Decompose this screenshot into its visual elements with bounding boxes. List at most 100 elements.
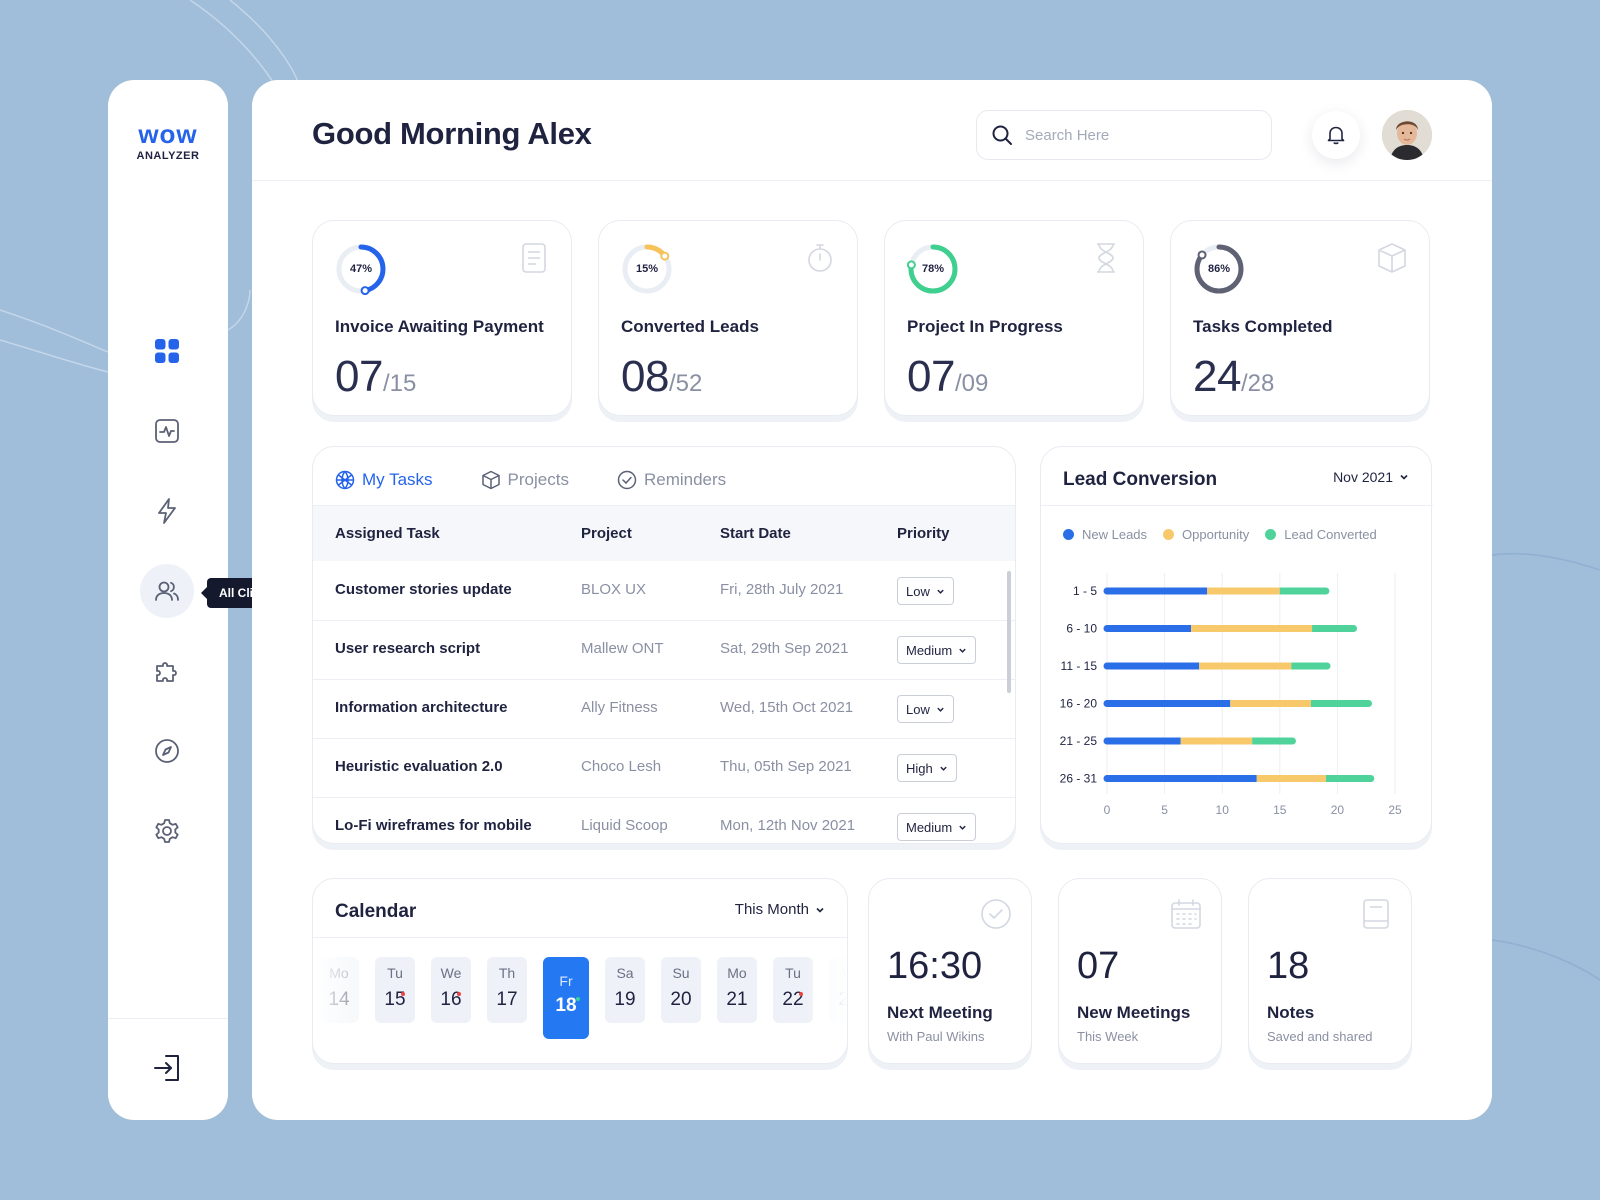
bar-new-leads[interactable] — [1107, 587, 1208, 595]
day-name: Mo — [727, 965, 747, 981]
day-name: We — [440, 965, 462, 981]
bar-cap-end — [1367, 775, 1375, 782]
stat-card-invoice[interactable]: 47% Invoice Awaiting Payment 07/15 — [312, 220, 572, 416]
calendar-day[interactable]: Mo 21 — [717, 957, 757, 1023]
calendar-day[interactable]: Th 17 — [487, 957, 527, 1023]
sidebar-item-dashboard[interactable] — [140, 324, 194, 378]
month-selector[interactable]: Nov 2021 — [1333, 469, 1409, 485]
task-project: Choco Lesh — [581, 758, 662, 775]
document-icon — [522, 243, 546, 273]
column-header[interactable]: Priority — [897, 525, 950, 542]
bar-new-leads[interactable] — [1107, 775, 1257, 782]
table-row[interactable]: Information architecture Ally Fitness Wed,… — [313, 679, 1015, 739]
priority-select[interactable]: Low — [897, 695, 954, 723]
calendar-day[interactable]: Tu 15 — [375, 957, 415, 1023]
priority-select[interactable]: High — [897, 754, 957, 782]
tab-reminders[interactable]: Reminders — [617, 465, 726, 495]
calendar-day[interactable]: We 16 — [431, 957, 471, 1023]
stat-card-leads[interactable]: 15% Converted Leads 08/52 — [598, 220, 858, 416]
month-value: Nov 2021 — [1333, 469, 1393, 485]
stat-card-projects[interactable]: 78% Project In Progress 07/09 — [884, 220, 1144, 416]
bar-opportunity[interactable] — [1199, 662, 1292, 670]
new-meetings-card[interactable]: 07 New Meetings This Week — [1058, 878, 1222, 1064]
range-selector[interactable]: This Month — [735, 901, 825, 918]
bar-cap-start — [1103, 662, 1111, 670]
bar-lead-converted[interactable] — [1252, 737, 1293, 745]
table-row[interactable]: Lo-Fi wireframes for mobile Liquid Scoop M… — [313, 797, 1015, 843]
column-header[interactable]: Project — [581, 525, 632, 542]
bar-lead-converted[interactable] — [1325, 775, 1371, 782]
sidebar-item-actions[interactable] — [140, 484, 194, 538]
bar-lead-converted[interactable] — [1310, 700, 1369, 707]
logo-subtitle: ANALYZER — [136, 150, 200, 162]
search-input[interactable] — [1025, 126, 1245, 144]
grid-icon — [155, 339, 179, 363]
y-tick-label: 21 - 25 — [1060, 734, 1098, 748]
sidebar-item-activity[interactable] — [140, 404, 194, 458]
calendar-day[interactable]: Tu 22 — [773, 957, 813, 1023]
bar-opportunity[interactable] — [1180, 737, 1253, 745]
notifications-button[interactable] — [1312, 111, 1360, 159]
legend-item: New Leads — [1063, 527, 1147, 542]
sidebar-item-explore[interactable] — [140, 724, 194, 778]
task-project: Liquid Scoop — [581, 817, 668, 834]
bar-new-leads[interactable] — [1107, 700, 1231, 707]
avatar[interactable] — [1382, 110, 1432, 160]
bar-opportunity[interactable] — [1230, 700, 1311, 707]
event-marker — [401, 992, 405, 996]
header-divider — [252, 180, 1492, 181]
bar-opportunity[interactable] — [1256, 775, 1326, 782]
priority-select[interactable]: Low — [897, 577, 954, 605]
day-name: Sa — [616, 965, 634, 981]
stat-card-tasks[interactable]: 86% Tasks Completed 24/28 — [1170, 220, 1430, 416]
info-label: New Meetings — [1077, 1003, 1191, 1022]
progress-ring — [336, 244, 386, 295]
bar-cap-end — [1288, 737, 1296, 745]
calendar-day[interactable]: Su 20 — [661, 957, 701, 1023]
calendar-day[interactable]: Sa 19 — [605, 957, 645, 1023]
bar-new-leads[interactable] — [1107, 737, 1181, 745]
priority-select[interactable]: Medium — [897, 636, 977, 664]
notebook-icon — [1363, 899, 1389, 929]
compass-icon — [155, 739, 179, 763]
column-header[interactable]: Start Date — [720, 525, 791, 542]
bar-lead-converted[interactable] — [1312, 625, 1354, 632]
info-sub: This Week — [1077, 1029, 1139, 1044]
table-row[interactable]: Customer stories update BLOX UX Fri, 28th … — [313, 561, 1015, 621]
bar-new-leads[interactable] — [1107, 625, 1192, 632]
bar-opportunity[interactable] — [1191, 625, 1313, 632]
bar-cap-start — [1103, 775, 1111, 782]
x-tick-label: 10 — [1216, 803, 1230, 817]
sidebar-item-clients[interactable] — [140, 564, 194, 618]
tasks-card: My Tasks Projects Reminders Assigned Tas… — [312, 446, 1016, 844]
tab-my-tasks[interactable]: My Tasks — [335, 465, 433, 495]
legend-swatch — [1163, 529, 1175, 540]
next-meeting-card[interactable]: 16:30 Next Meeting With Paul Wikins — [868, 878, 1032, 1064]
globe-icon — [335, 470, 355, 490]
table-scrollbar[interactable] — [1007, 571, 1011, 693]
priority-select[interactable]: Medium — [897, 813, 977, 841]
y-tick-label: 26 - 31 — [1060, 772, 1098, 786]
tasks-tabs: My Tasks Projects Reminders — [335, 465, 774, 495]
column-header[interactable]: Assigned Task — [335, 525, 440, 542]
tab-projects[interactable]: Projects — [481, 465, 569, 495]
bar-opportunity[interactable] — [1207, 587, 1280, 595]
card-divider — [1041, 505, 1433, 506]
logo-wordmark: wow — [138, 119, 198, 149]
table-row[interactable]: Heuristic evaluation 2.0 Choco Lesh Thu, 0… — [313, 738, 1015, 798]
calendar-day[interactable]: Fr 18 — [543, 957, 589, 1039]
chart-legend: New Leads Opportunity Lead Converted — [1063, 527, 1377, 542]
bar-new-leads[interactable] — [1107, 662, 1200, 670]
table-row[interactable]: User research script Mallew ONT Sat, 29th … — [313, 620, 1015, 680]
notes-card[interactable]: 18 Notes Saved and shared — [1248, 878, 1412, 1064]
logout-button[interactable] — [148, 1048, 188, 1088]
day-name: Tu — [387, 965, 403, 981]
bar-cap-start — [1103, 625, 1111, 632]
bar-lead-converted[interactable] — [1279, 587, 1326, 595]
bar-lead-converted[interactable] — [1291, 662, 1328, 670]
sidebar-item-settings[interactable] — [140, 804, 194, 858]
search-box[interactable] — [976, 110, 1272, 160]
sidebar-item-plugins[interactable] — [140, 644, 194, 698]
logo[interactable]: wow ANALYZER — [108, 120, 228, 162]
stat-count: 07 — [335, 352, 383, 401]
